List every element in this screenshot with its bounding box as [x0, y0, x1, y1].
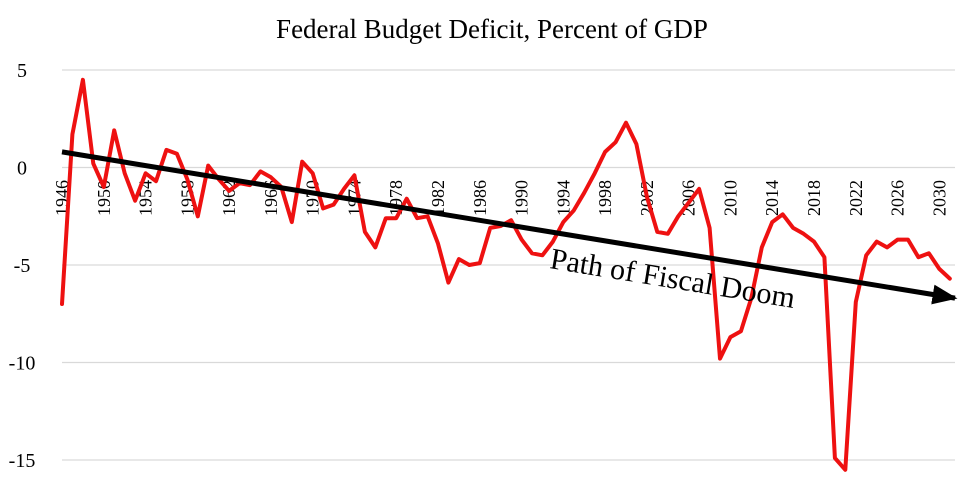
annotation-layer: Path of Fiscal Doom: [61, 149, 958, 315]
x-tick-label: 1986: [470, 180, 490, 216]
trend-arrow: [61, 149, 958, 305]
y-tick-label: -15: [9, 450, 36, 472]
y-tick-label: -10: [9, 353, 36, 375]
x-tick-label: 1958: [177, 180, 197, 216]
x-tick-label: 2010: [720, 180, 740, 216]
x-tick-label: 1950: [94, 180, 114, 216]
x-axis-tick-labels: 1946195019541958196219661970197419781982…: [52, 180, 949, 216]
y-tick-label: 0: [17, 158, 27, 180]
x-tick-label: 2026: [888, 180, 908, 216]
y-tick-label: -5: [14, 255, 31, 277]
x-tick-label: 2018: [804, 180, 824, 216]
x-tick-label: 2022: [846, 180, 866, 216]
x-tick-label: 1982: [428, 180, 448, 216]
y-axis-tick-labels: 5 0 -5 -10 -15: [9, 60, 36, 472]
x-tick-label: 1994: [553, 180, 573, 216]
x-tick-label: 2014: [762, 180, 782, 216]
x-tick-label: 1998: [595, 180, 615, 216]
y-tick-label: 5: [17, 60, 27, 82]
gridlines: [62, 69, 955, 461]
x-tick-label: 2030: [929, 180, 949, 216]
x-tick-label: 1954: [136, 180, 156, 216]
chart-title: Federal Budget Deficit, Percent of GDP: [276, 14, 708, 44]
x-tick-label: 1978: [386, 180, 406, 216]
x-tick-label: 1990: [512, 180, 532, 216]
